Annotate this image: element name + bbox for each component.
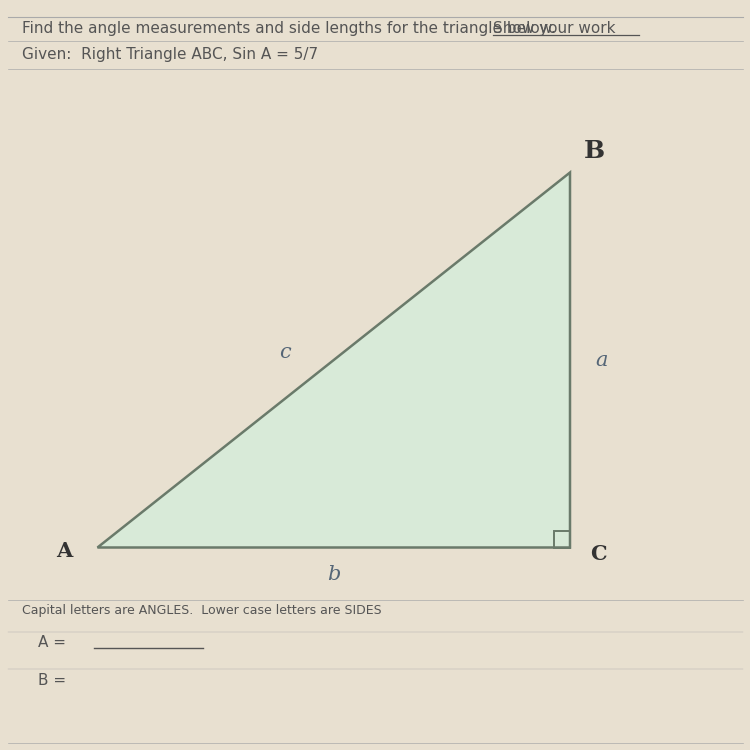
Text: B: B — [584, 140, 604, 164]
Text: A =: A = — [38, 635, 70, 650]
Text: Given:  Right Triangle ABC, Sin A = 5/7: Given: Right Triangle ABC, Sin A = 5/7 — [22, 46, 319, 62]
Text: a: a — [596, 350, 608, 370]
Text: Capital letters are ANGLES.  Lower case letters are SIDES: Capital letters are ANGLES. Lower case l… — [22, 604, 382, 617]
Text: Show your work: Show your work — [493, 21, 615, 36]
Text: C: C — [590, 544, 607, 563]
Text: c: c — [279, 343, 291, 362]
Text: Find the angle measurements and side lengths for the triangle below.: Find the angle measurements and side len… — [22, 21, 556, 36]
Text: b: b — [327, 565, 340, 584]
Polygon shape — [98, 172, 570, 548]
Text: B =: B = — [38, 673, 70, 688]
Text: A: A — [56, 542, 72, 561]
